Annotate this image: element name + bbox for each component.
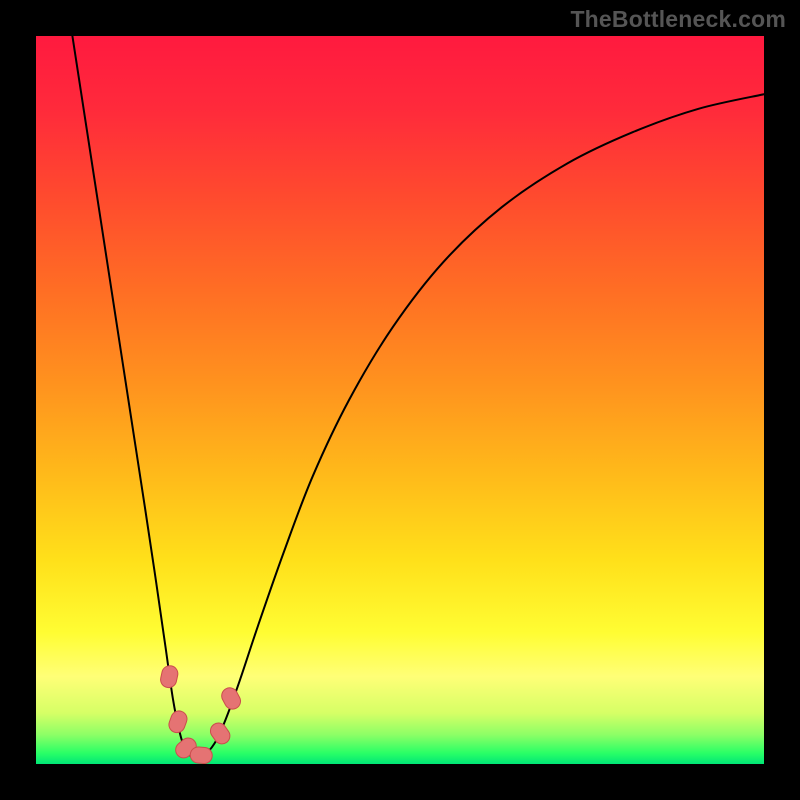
curve-highlight-marker: [190, 746, 213, 764]
stage: TheBottleneck.com: [0, 0, 800, 800]
attribution-label: TheBottleneck.com: [570, 6, 786, 33]
plot-gradient-background: [36, 36, 764, 764]
bottleneck-chart: [0, 0, 800, 800]
